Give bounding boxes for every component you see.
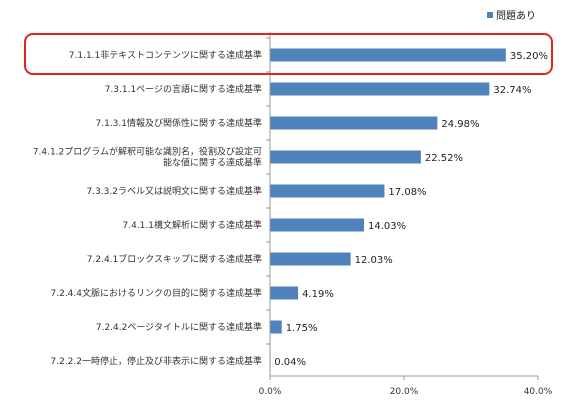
value-label: 24.98% — [441, 119, 479, 130]
value-label: 12.03% — [355, 255, 393, 266]
category-label: 7.2.4.2ページタイトルに関する達成基準 — [96, 321, 262, 333]
bar — [270, 82, 490, 96]
bar — [270, 116, 438, 130]
value-label: 14.03% — [368, 221, 406, 232]
x-axis: 0.0% 20.0% 40.0% — [259, 32, 553, 397]
category-label: 7.2.4.4文脈におけるリンクの目的に関する達成基準 — [51, 287, 263, 299]
category-label: 7.1.3.1情報及び関係性に関する達成基準 — [96, 117, 263, 129]
bars — [270, 48, 506, 368]
bar — [270, 218, 365, 232]
value-label: 0.04% — [274, 357, 306, 368]
bar — [270, 320, 282, 334]
value-labels: 35.20% 32.74% 24.98% 22.52% 17.08% 14.03% 12.0… — [274, 51, 548, 368]
bar — [270, 286, 299, 300]
category-label: 7.2.4.1ブロックスキップに関する達成基準 — [87, 253, 262, 265]
legend-label: 問題あり — [496, 10, 536, 22]
value-label: 32.74% — [493, 85, 531, 96]
category-label: 7.4.1.2プログラムが解釈可能な識別名，役割及び設定可 — [33, 146, 262, 158]
legend: 問題あり — [487, 10, 536, 22]
bar — [270, 150, 421, 164]
value-label: 1.75% — [286, 323, 318, 334]
category-label: 能な値に関する達成基準 — [163, 157, 262, 169]
value-label: 4.19% — [302, 289, 334, 300]
category-label: 7.3.3.2ラベル又は説明文に関する達成基準 — [87, 185, 263, 197]
legend-swatch — [487, 12, 493, 18]
category-labels: 7.1.1.1非テキストコンテンツに関する達成基準 7.3.1.1ページの言語に関… — [33, 49, 262, 367]
category-label: 7.1.1.1非テキストコンテンツに関する達成基準 — [69, 49, 262, 61]
x-tick-label: 20.0% — [390, 387, 419, 397]
category-label: 7.4.1.1構文解析に関する達成基準 — [123, 219, 263, 231]
highlight-box — [24, 33, 553, 75]
value-label: 22.52% — [425, 153, 463, 164]
x-tick-label: 40.0% — [524, 387, 553, 397]
x-tick-label: 0.0% — [259, 387, 282, 397]
bar — [270, 184, 385, 198]
value-label: 35.20% — [510, 51, 548, 62]
value-label: 17.08% — [388, 187, 426, 198]
category-label: 7.2.2.2一時停止，停止及び非表示に関する達成基準 — [51, 355, 263, 367]
bar — [270, 48, 506, 62]
bar — [270, 252, 351, 266]
category-label: 7.3.1.1ページの言語に関する達成基準 — [105, 83, 262, 95]
